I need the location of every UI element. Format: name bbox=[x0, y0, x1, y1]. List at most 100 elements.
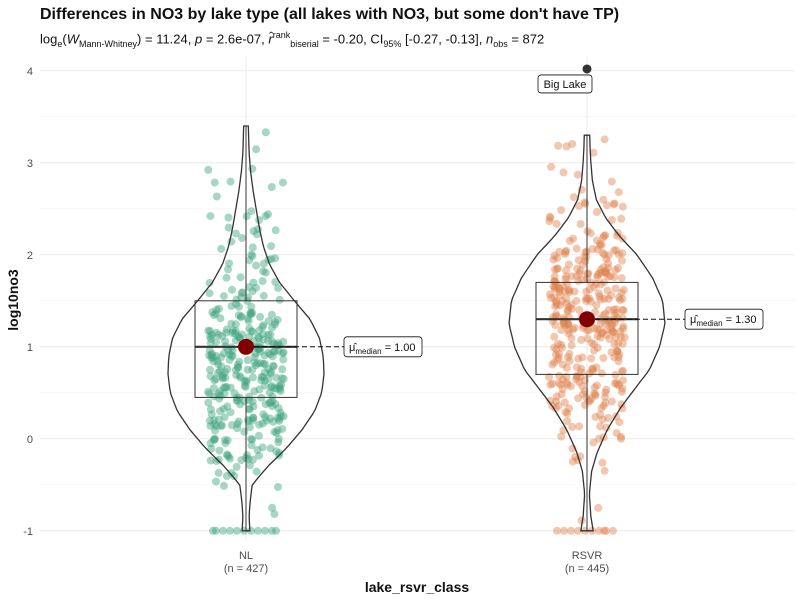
data-point bbox=[582, 294, 591, 303]
data-point bbox=[552, 298, 561, 307]
data-point bbox=[552, 296, 561, 305]
data-point bbox=[564, 306, 572, 315]
data-point bbox=[225, 355, 234, 364]
data-point bbox=[600, 250, 609, 259]
data-point bbox=[214, 415, 223, 424]
data-point bbox=[259, 291, 268, 300]
data-point bbox=[209, 384, 218, 393]
data-point bbox=[258, 443, 267, 452]
data-point bbox=[578, 353, 587, 362]
data-point bbox=[586, 229, 595, 238]
data-point bbox=[550, 358, 559, 367]
data-point bbox=[244, 417, 253, 426]
data-point bbox=[214, 455, 223, 464]
data-point bbox=[215, 304, 223, 313]
data-point bbox=[548, 360, 557, 369]
data-point bbox=[555, 287, 564, 296]
p-value: = 2.6e-07, bbox=[202, 31, 269, 47]
data-point bbox=[275, 381, 284, 390]
data-point bbox=[210, 435, 219, 444]
data-point bbox=[550, 272, 559, 281]
data-point bbox=[233, 360, 242, 369]
data-point bbox=[221, 383, 230, 392]
data-point bbox=[224, 223, 233, 232]
data-point bbox=[246, 308, 255, 317]
data-point bbox=[567, 300, 576, 309]
data-point bbox=[604, 259, 613, 268]
data-point bbox=[232, 300, 241, 308]
median-label-value: = 1.30 bbox=[723, 314, 757, 326]
data-point bbox=[258, 277, 267, 286]
data-point bbox=[550, 265, 559, 274]
data-point bbox=[248, 252, 257, 260]
data-point bbox=[204, 326, 213, 335]
data-point bbox=[217, 421, 226, 430]
data-point bbox=[249, 227, 258, 235]
data-point bbox=[548, 379, 557, 388]
data-point bbox=[234, 332, 243, 341]
data-point bbox=[261, 212, 270, 220]
data-point bbox=[270, 320, 279, 329]
data-point bbox=[565, 349, 574, 358]
data-point bbox=[611, 266, 620, 275]
data-point bbox=[616, 332, 625, 341]
data-point bbox=[266, 444, 275, 453]
data-point bbox=[259, 267, 268, 276]
data-point bbox=[574, 526, 582, 535]
outlier-point bbox=[582, 64, 592, 74]
data-point bbox=[609, 200, 618, 209]
data-point bbox=[615, 381, 624, 389]
data-point bbox=[268, 352, 277, 361]
data-point bbox=[556, 290, 565, 299]
data-point bbox=[274, 434, 283, 443]
data-point bbox=[562, 272, 571, 281]
ci-sub: 95% bbox=[383, 38, 402, 49]
data-point bbox=[272, 428, 281, 437]
y-tick-label: -1 bbox=[23, 526, 33, 538]
data-point bbox=[208, 330, 217, 339]
data-point bbox=[573, 264, 582, 273]
data-point bbox=[546, 290, 554, 299]
data-point bbox=[278, 365, 287, 374]
data-point bbox=[545, 217, 554, 226]
stat-symbol: W bbox=[66, 31, 79, 47]
data-point bbox=[607, 177, 616, 186]
data-point bbox=[560, 319, 568, 328]
data-point bbox=[209, 526, 217, 535]
data-point bbox=[245, 404, 254, 413]
data-point bbox=[248, 365, 257, 374]
data-point bbox=[279, 337, 288, 346]
data-point bbox=[589, 364, 597, 373]
data-point bbox=[561, 250, 569, 258]
data-point bbox=[225, 454, 234, 463]
data-point bbox=[565, 404, 573, 413]
data-point bbox=[223, 436, 232, 445]
data-point bbox=[206, 365, 214, 374]
data-point bbox=[250, 353, 259, 361]
data-point bbox=[256, 359, 265, 368]
data-point bbox=[610, 340, 619, 349]
data-point bbox=[549, 255, 558, 264]
data-point bbox=[213, 368, 222, 377]
data-point bbox=[615, 350, 624, 359]
data-point bbox=[557, 390, 566, 399]
data-point bbox=[216, 391, 225, 400]
data-point bbox=[596, 242, 605, 251]
data-point bbox=[271, 399, 280, 408]
data-point bbox=[248, 416, 257, 425]
data-point bbox=[600, 526, 609, 535]
data-point bbox=[216, 407, 224, 416]
data-point bbox=[604, 264, 613, 272]
data-point bbox=[584, 326, 593, 335]
x-tick-count: (n = 445) bbox=[565, 563, 609, 575]
chart-subtitle: loge(WMann-Whitney) = 11.24, p = 2.6e-07… bbox=[40, 30, 545, 49]
data-point bbox=[552, 392, 561, 401]
data-point bbox=[217, 353, 226, 362]
chart-title: Differences in NO3 by lake type (all lak… bbox=[40, 6, 620, 23]
data-point bbox=[212, 328, 221, 337]
data-point bbox=[253, 445, 262, 454]
data-point bbox=[244, 316, 253, 325]
data-point bbox=[224, 213, 233, 222]
data-point bbox=[554, 141, 563, 150]
data-point bbox=[619, 324, 627, 333]
